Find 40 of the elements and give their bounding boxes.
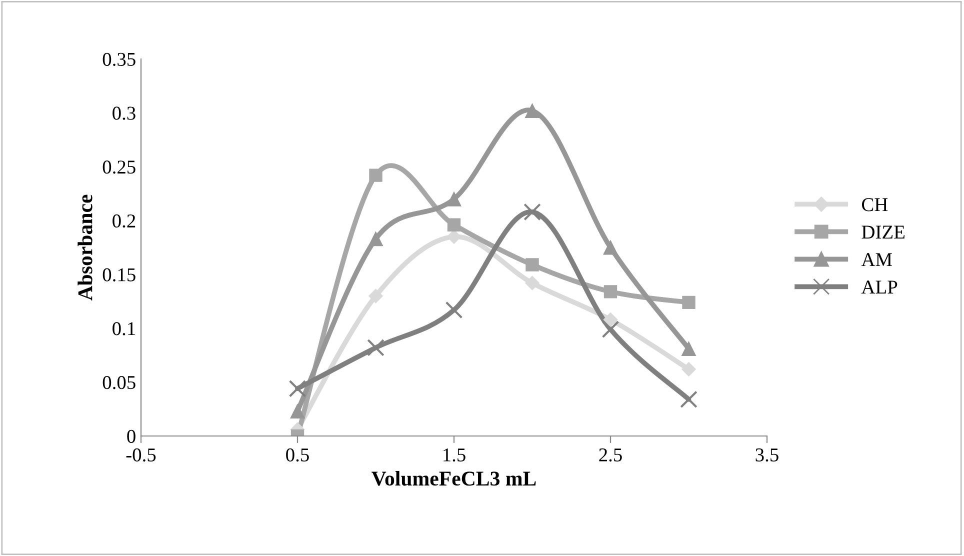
x-tick-label: 1.5: [444, 448, 466, 462]
y-tick-label: 0.1: [112, 322, 135, 336]
y-tick-label: 0.05: [102, 376, 136, 390]
x-tick-label: -0.5: [126, 448, 156, 462]
point: [288, 380, 306, 398]
point: [682, 296, 696, 310]
point: [447, 218, 461, 232]
y-tick-label: 0: [127, 430, 136, 443]
legend-label: CH: [862, 198, 888, 212]
point: [525, 276, 540, 290]
x-axis-title: VolumeFeCL3 mL: [372, 470, 536, 486]
point: [526, 258, 539, 272]
point: [524, 203, 541, 221]
y-tick-label: 0.15: [102, 268, 136, 282]
x-tick-label: 3.5: [756, 448, 778, 462]
y-tick-label: 0.2: [112, 214, 136, 228]
point: [604, 285, 618, 298]
point: [368, 232, 384, 246]
y-axis-title: Absorbance: [78, 194, 92, 301]
legend-label: ALP: [861, 280, 898, 294]
point: [446, 192, 462, 206]
point: [368, 288, 383, 304]
point: [524, 103, 540, 118]
point: [369, 168, 382, 182]
point: [682, 362, 696, 376]
point: [602, 320, 620, 338]
point: [681, 341, 696, 356]
point: [445, 301, 463, 319]
point: [290, 404, 305, 419]
point: [603, 312, 618, 327]
legend-label: AM: [861, 253, 892, 266]
point: [603, 240, 618, 255]
point: [680, 390, 698, 408]
y-tick-label: 0.25: [102, 160, 136, 174]
legend-label: DIZE: [862, 226, 904, 239]
y-tick-label: 0.35: [102, 52, 136, 66]
x-tick-label: 0.5: [286, 448, 309, 462]
x-tick-label: 2.5: [599, 448, 622, 462]
y-tick-label: 0.3: [112, 106, 136, 120]
point: [367, 338, 384, 356]
